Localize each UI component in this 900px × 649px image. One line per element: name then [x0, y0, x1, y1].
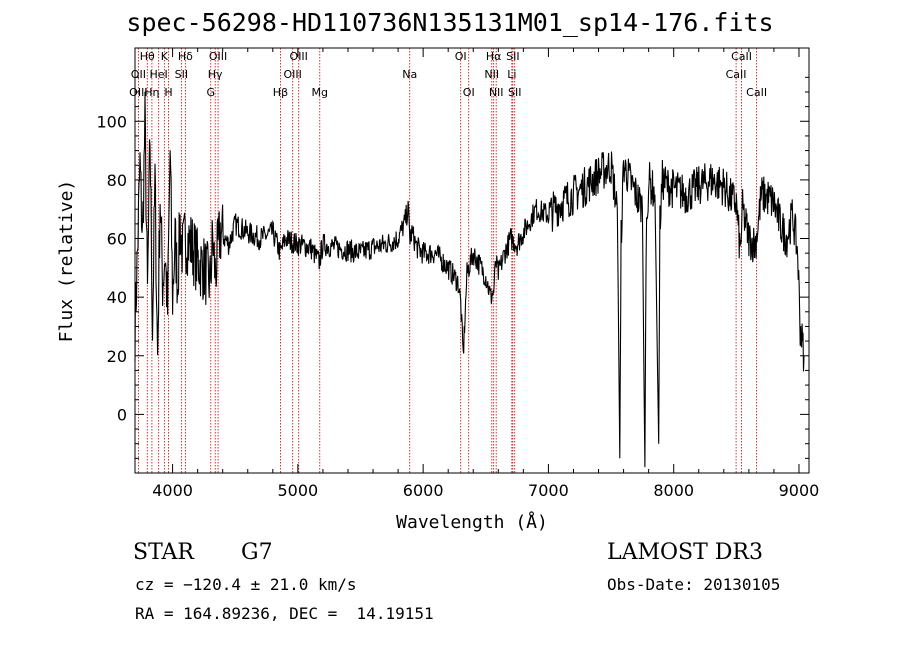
line-label: OI: [463, 86, 475, 99]
x-axis-label: Wavelength (Å): [396, 511, 548, 533]
line-label: Hα: [486, 50, 502, 63]
x-tick-label: 7000: [528, 481, 569, 500]
y-axis-label: Flux (relative): [56, 180, 77, 343]
line-label: SII: [508, 86, 521, 99]
line-label: HeI: [150, 68, 168, 81]
line-label: Hγ: [208, 68, 223, 81]
line-label: Na: [402, 68, 417, 81]
spectrum-series: [134, 91, 805, 468]
line-label: OII: [131, 68, 146, 81]
x-tick-label: 8000: [653, 481, 694, 500]
line-label: H: [164, 86, 172, 99]
emission-line-labels: Hθ K Hδ OIII OIII OI Hα SII CaII OII HeI SII Hγ OIII N…: [129, 50, 767, 99]
sky-coordinates: RA = 164.89236, DEC = 14.19151: [135, 604, 434, 623]
y-tick-label: 20: [107, 347, 127, 366]
object-subclass: G7: [241, 540, 273, 565]
line-label: Hδ: [178, 50, 193, 63]
line-label: Li: [507, 68, 516, 81]
line-label: Hθ: [140, 50, 155, 63]
line-label: OIII: [284, 68, 302, 81]
y-tick-label: 80: [107, 171, 127, 190]
line-label: SII: [175, 68, 188, 81]
object-class: STAR: [133, 540, 194, 565]
line-label: G: [207, 86, 216, 99]
line-label: K: [161, 50, 169, 63]
line-label: CaII: [746, 86, 767, 99]
line-label: OIII: [290, 50, 308, 63]
x-tick-label: 5000: [278, 481, 319, 500]
line-label: NII: [484, 68, 499, 81]
line-label: Hβ: [273, 86, 288, 99]
line-label: OIII: [209, 50, 227, 63]
x-tick-label: 4000: [152, 481, 193, 500]
emission-line-markers: [137, 48, 758, 473]
line-label: Mg: [312, 86, 328, 99]
redshift-cz: cz = −120.4 ± 21.0 km/s: [135, 575, 357, 594]
y-tick-label: 100: [96, 112, 127, 131]
line-label: OI: [455, 50, 467, 63]
y-tick-label: 60: [107, 230, 127, 249]
line-label: OIII: [129, 86, 147, 99]
x-tick-label: 9000: [779, 481, 820, 500]
line-label: CaII: [726, 68, 747, 81]
line-label: CaII: [731, 50, 752, 63]
plot-frame: [134, 47, 810, 474]
line-label: NII: [489, 86, 504, 99]
y-tick-label: 40: [107, 288, 127, 307]
observation-date: Obs-Date: 20130105: [607, 575, 781, 594]
y-tick-label: 0: [117, 405, 127, 424]
axes: 4000 5000 6000 7000 8000 9000 0 20 40 60 80 100: [96, 48, 819, 500]
line-label: Hη: [144, 86, 159, 99]
line-label: SII: [506, 50, 519, 63]
survey-name: LAMOST DR3: [607, 540, 763, 565]
spectrum-line: [134, 91, 805, 468]
x-tick-label: 6000: [403, 481, 444, 500]
chart-title: spec-56298-HD110736N135131M01_sp14-176.f…: [126, 8, 774, 37]
